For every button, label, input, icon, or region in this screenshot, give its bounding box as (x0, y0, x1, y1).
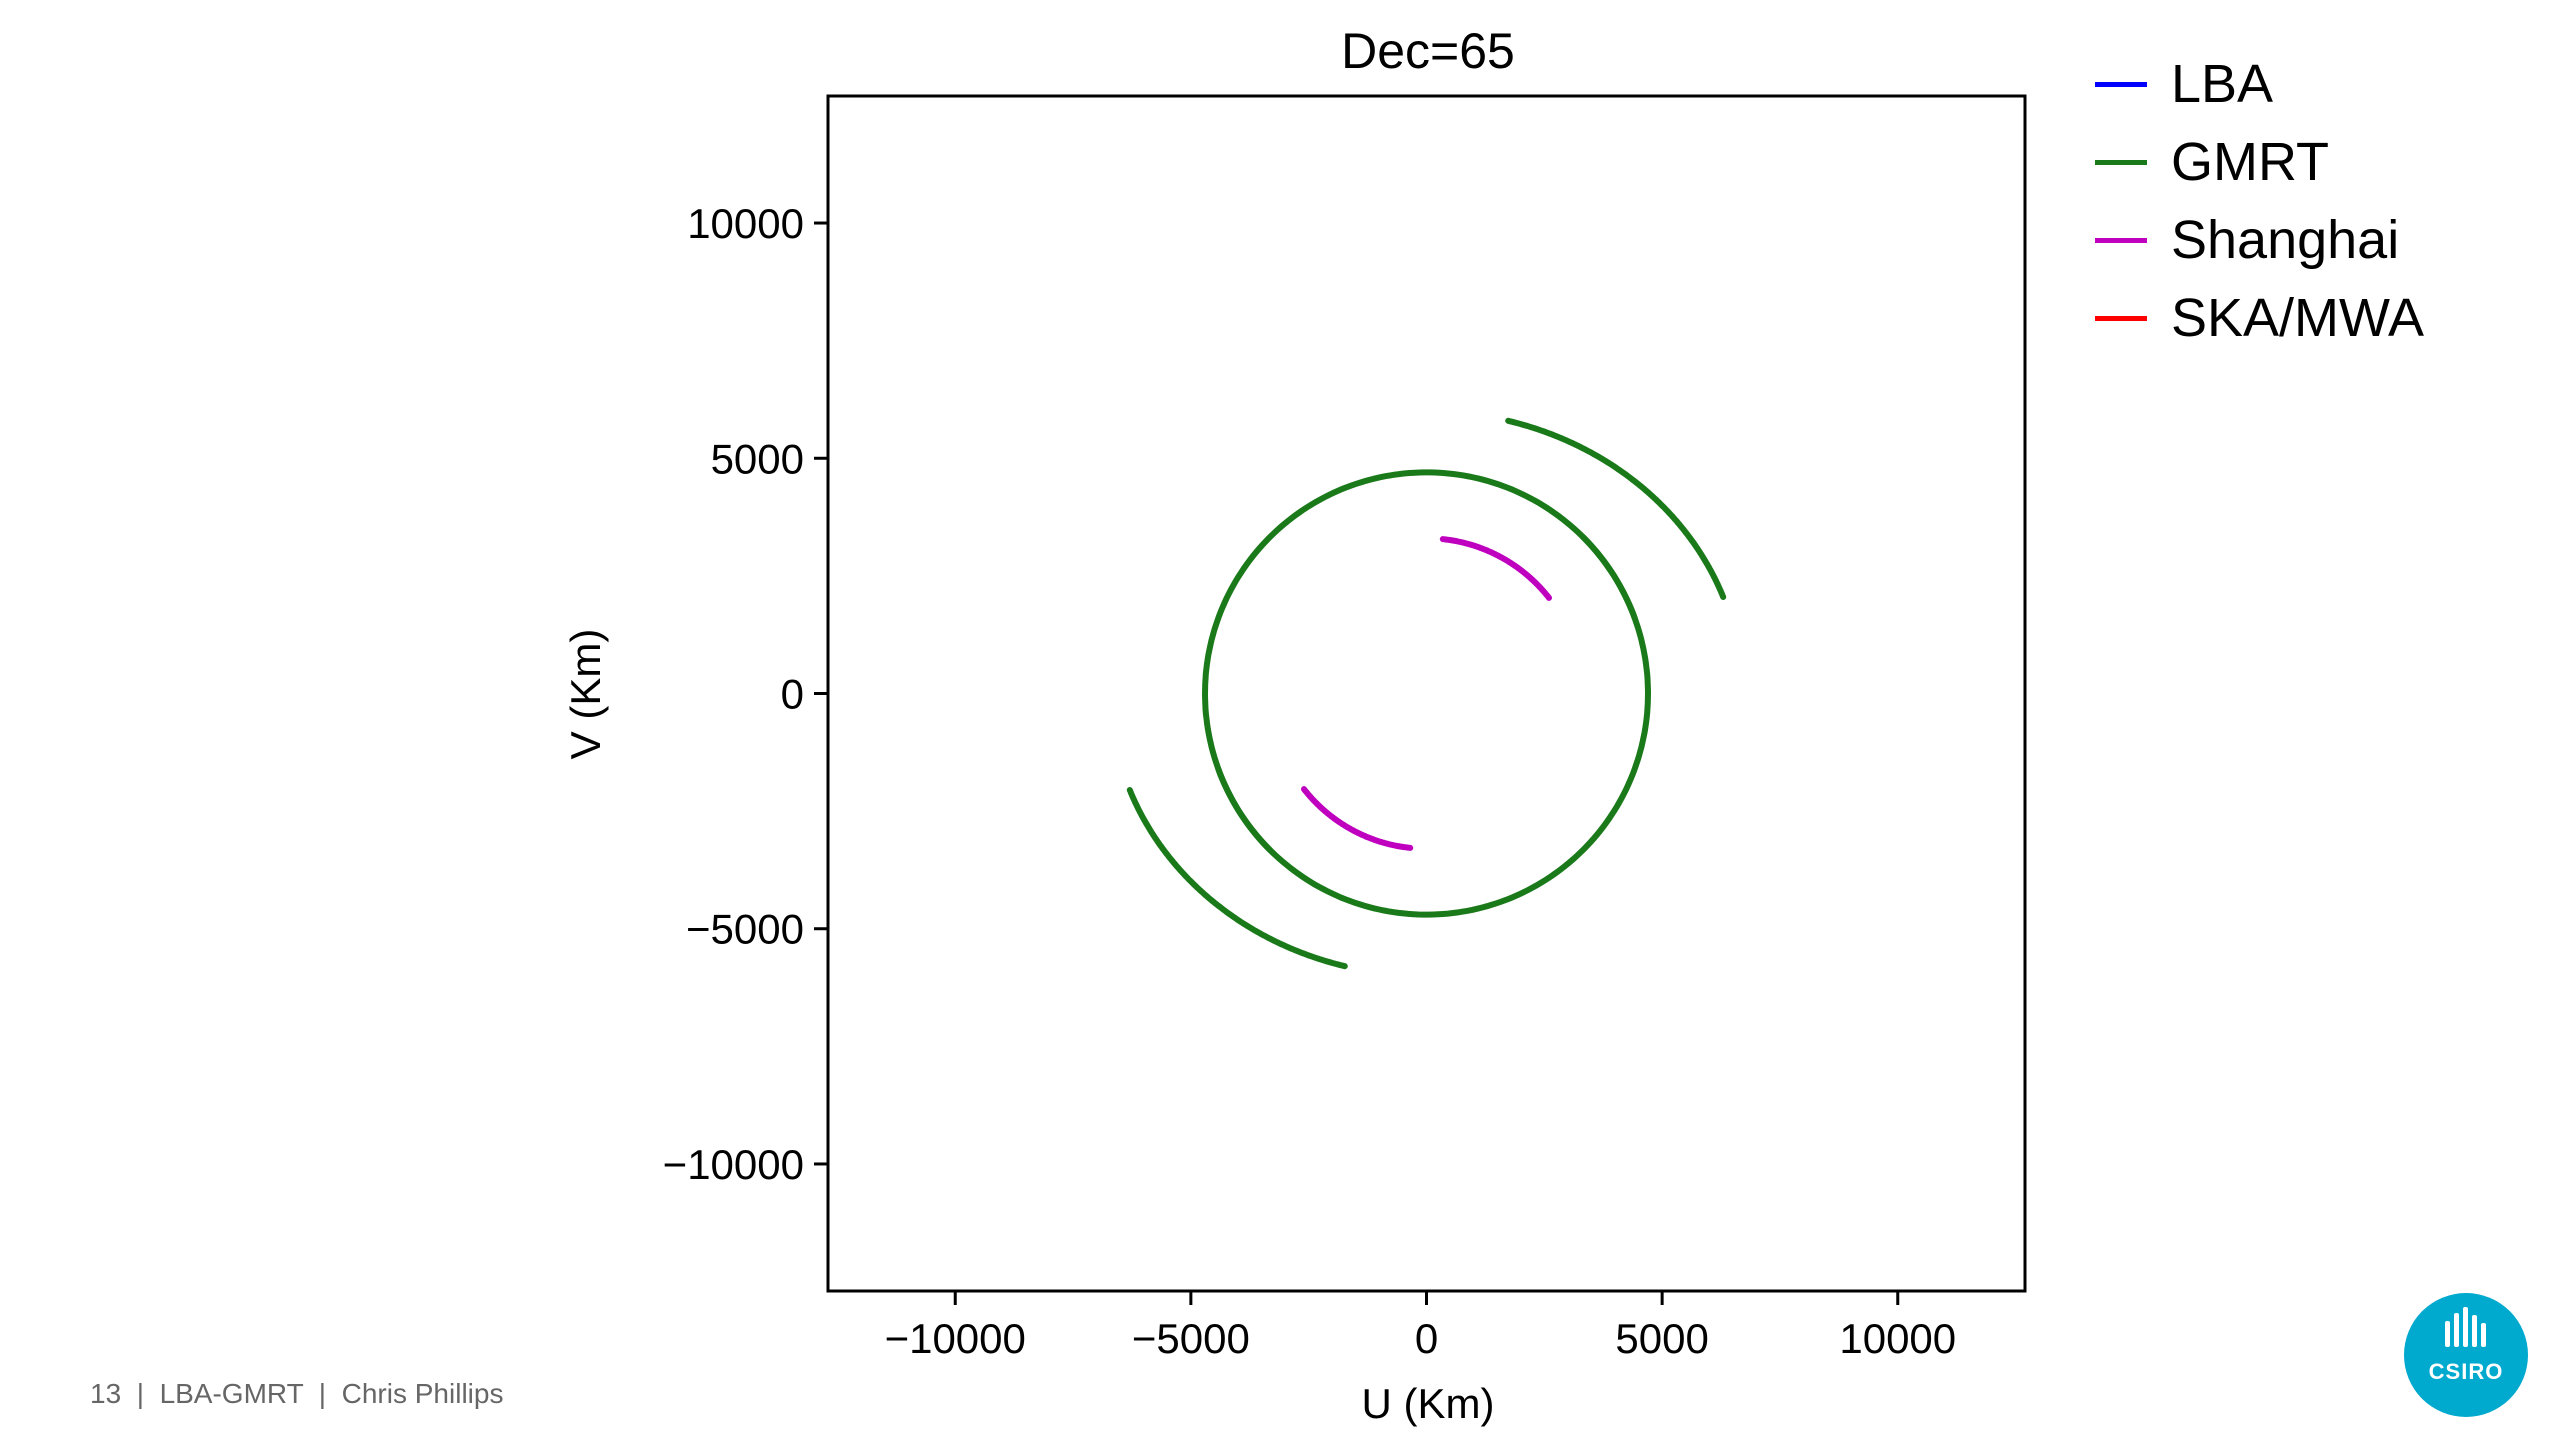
y-tick-label: −5000 (686, 906, 804, 953)
legend-swatch-shanghai (2095, 237, 2147, 243)
legend-label-lba: LBA (2171, 54, 2274, 114)
track-gmrt-3 (1505, 417, 1727, 600)
x-tick-label: 5000 (1615, 1315, 1708, 1362)
footer-separator: | (318, 1378, 327, 1409)
legend-label-ska-mwa: SKA/MWA (2171, 288, 2425, 348)
legend-swatch-gmrt (2095, 159, 2147, 165)
y-tick-label: 10000 (687, 200, 804, 247)
legend-label-gmrt: GMRT (2171, 132, 2329, 192)
legend-swatch-lba (2095, 81, 2147, 87)
track-gmrt-2 (1215, 534, 1652, 918)
x-tick-label: −5000 (1132, 1315, 1250, 1362)
legend-item-gmrt: GMRT (2095, 123, 2424, 201)
deck-title: LBA-GMRT (159, 1378, 304, 1409)
y-tick-label: 5000 (711, 435, 804, 482)
chart-title: Dec=65 (1341, 23, 1515, 79)
x-tick-label: 0 (1415, 1315, 1438, 1362)
legend: LBA GMRT Shanghai SKA/MWA (2095, 45, 2424, 357)
logo-bars-icon (2445, 1307, 2486, 1347)
y-axis-label: V (Km) (562, 629, 609, 760)
x-tick-label: −10000 (885, 1315, 1026, 1362)
author-name: Chris Phillips (341, 1378, 504, 1409)
legend-swatch-ska-mwa (2095, 315, 2147, 321)
logo-text: CSIRO (2428, 1359, 2504, 1384)
footer-separator: | (136, 1378, 144, 1409)
page-number: 13 (90, 1378, 122, 1409)
y-tick-label: −10000 (663, 1141, 804, 1188)
x-axis-label: U (Km) (1362, 1380, 1495, 1427)
x-tick-label: 10000 (1839, 1315, 1956, 1362)
legend-item-lba: LBA (2095, 45, 2424, 123)
csiro-logo: CSIRO (2404, 1293, 2528, 1417)
uv-tracks (1126, 417, 1727, 970)
legend-item-ska-mwa: SKA/MWA (2095, 279, 2424, 357)
plot-frame (826, 94, 2027, 1293)
slide-footer: 13 | LBA-GMRT | Chris Phillips (90, 1378, 503, 1410)
track-shanghai-2 (1301, 786, 1414, 851)
legend-label-shanghai: Shanghai (2171, 210, 2400, 270)
track-gmrt-4 (1126, 787, 1348, 970)
track-gmrt-1 (1201, 469, 1638, 853)
y-axis: −10000 −5000 0 5000 10000 (663, 200, 828, 1188)
track-shanghai-1 (1439, 536, 1552, 601)
x-axis: −10000 −5000 0 5000 10000 (885, 1291, 1956, 1362)
legend-item-shanghai: Shanghai (2095, 201, 2424, 279)
y-tick-label: 0 (781, 671, 804, 718)
